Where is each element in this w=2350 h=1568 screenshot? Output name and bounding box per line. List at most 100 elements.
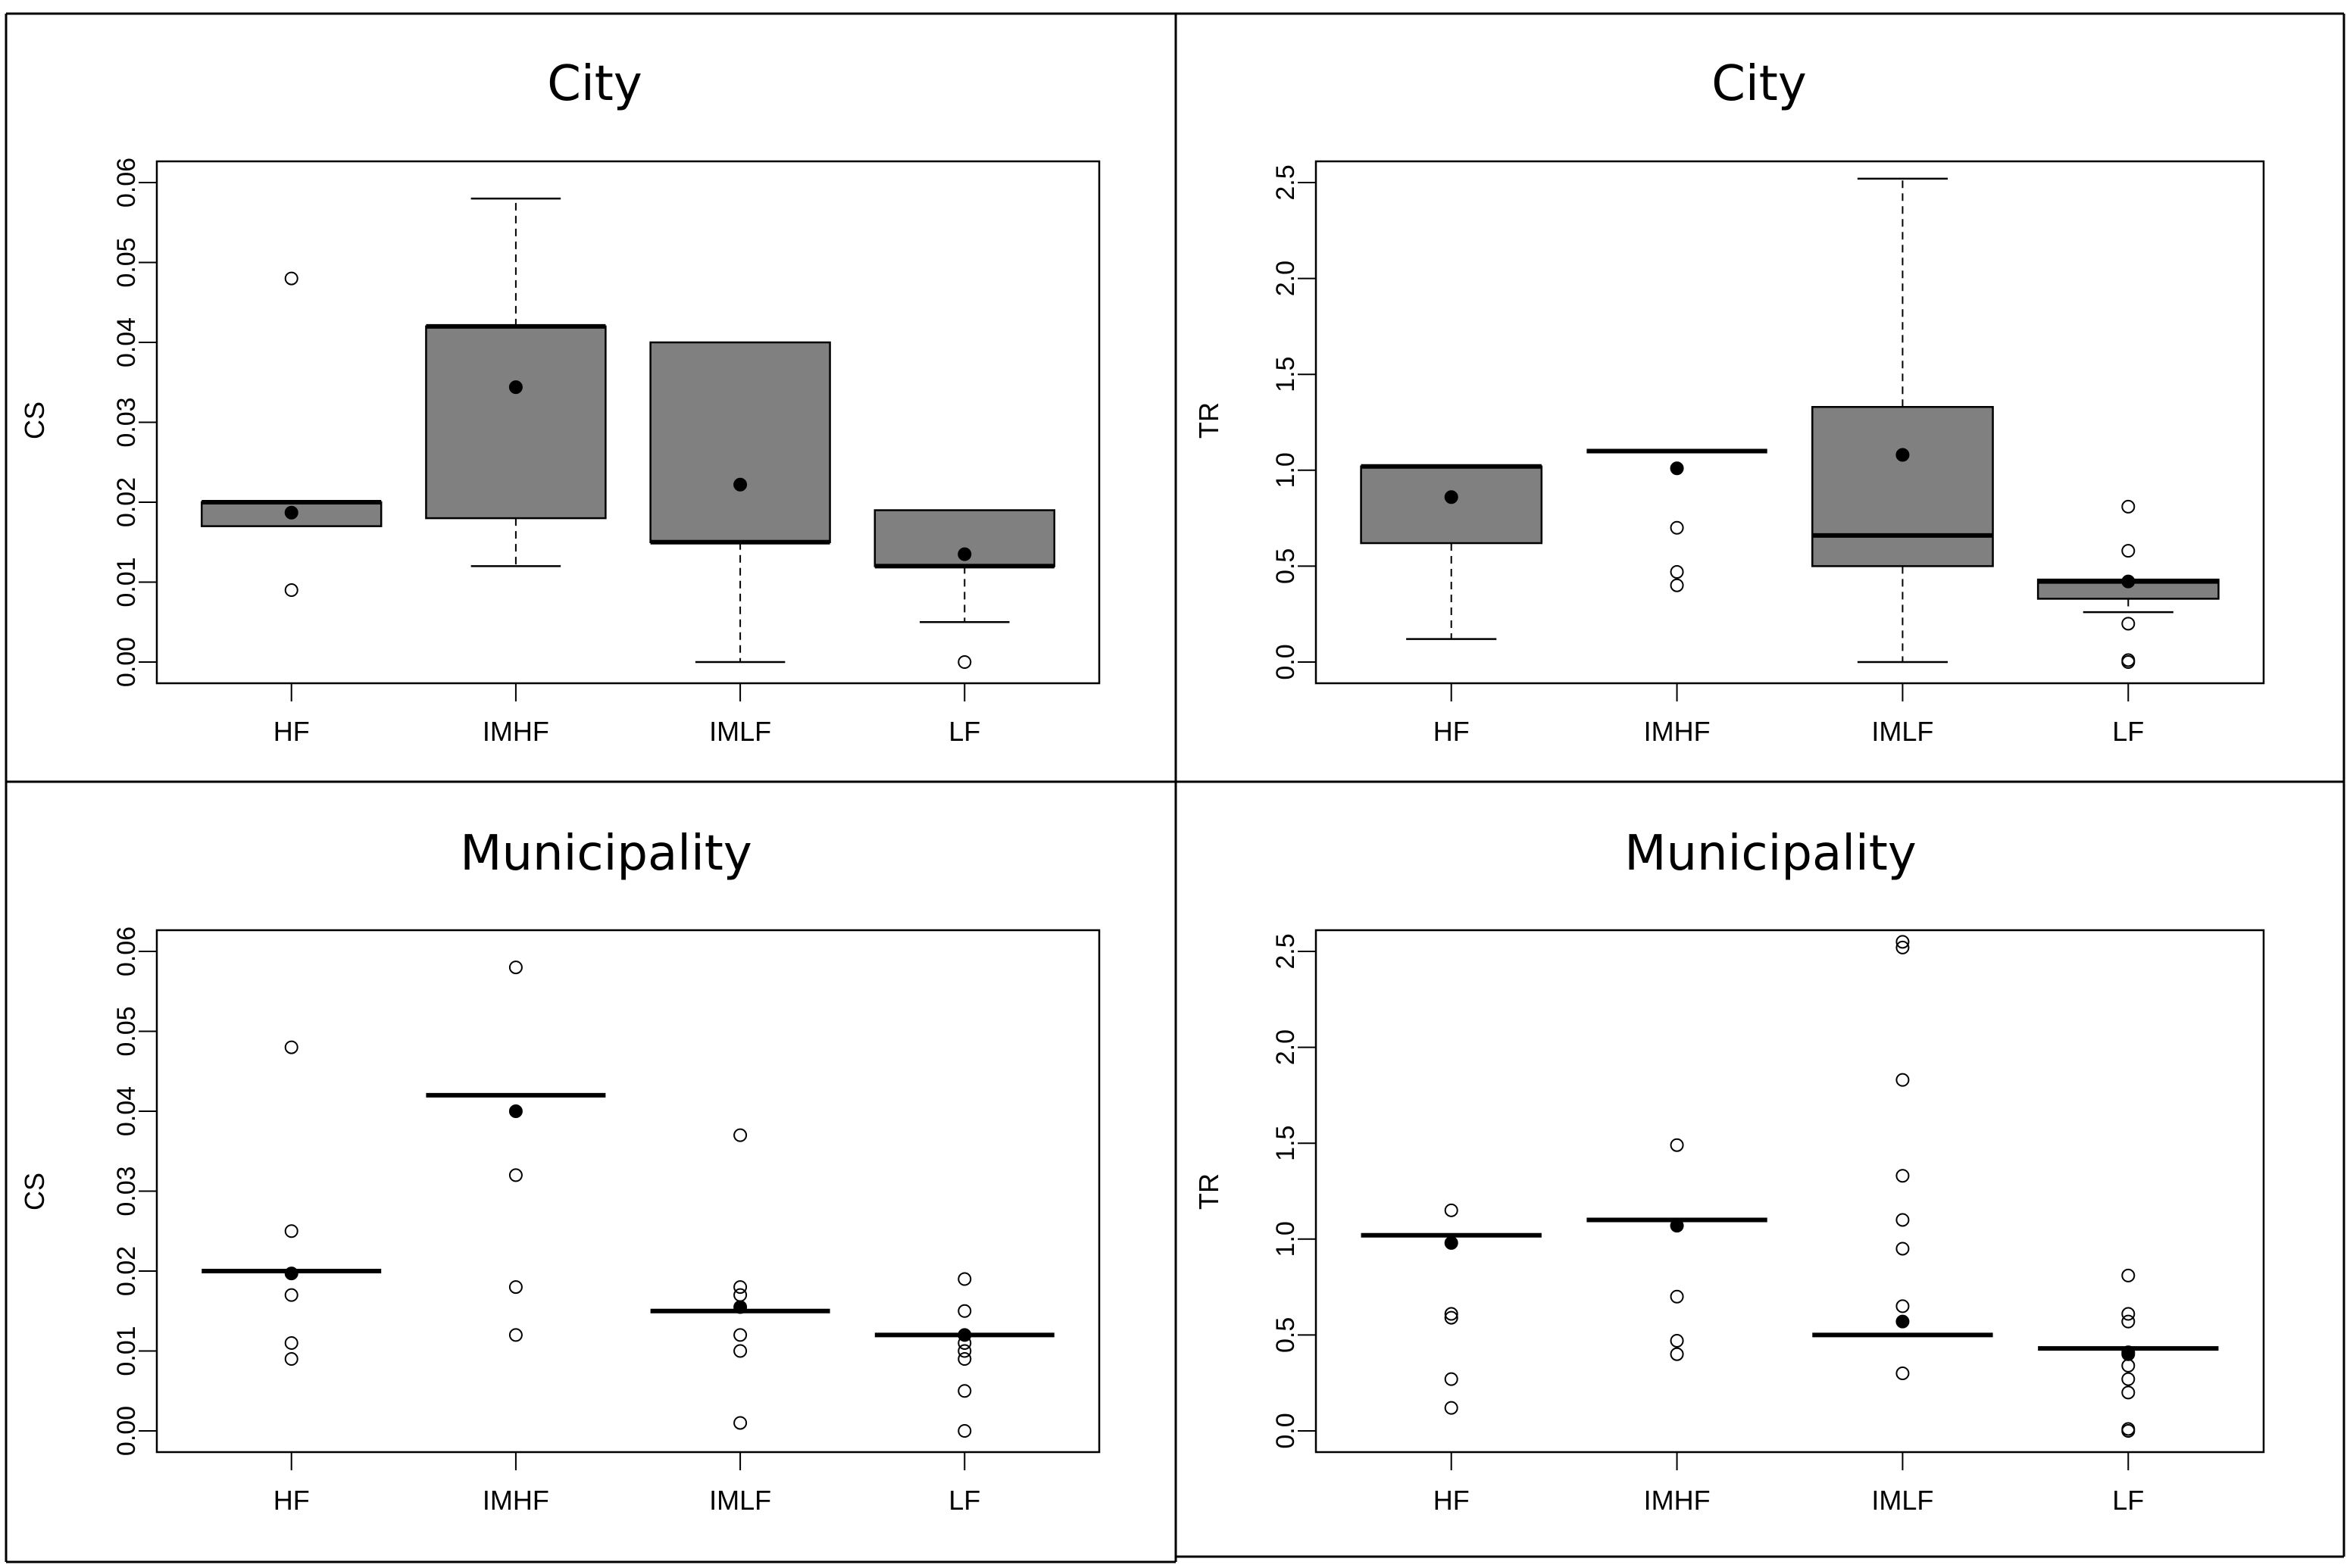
box-lf <box>874 1272 1055 1438</box>
y-tick-label: 0.03 <box>112 397 141 447</box>
x-tick-label: IMHF <box>483 716 549 747</box>
panel-city-tr: City TR 0.0 0.5 1.0 1.5 2.0 2.5 HF IMHF IMLF LF <box>1193 56 2265 747</box>
mean-point <box>733 477 748 492</box>
panel-municipality-tr: Municipality TR 0.0 0.5 1.0 1.5 2.0 2.5 HF IMHF… <box>1193 826 2265 1516</box>
box-lf <box>873 509 1056 669</box>
y-tick-label: 0.01 <box>112 1326 141 1376</box>
outlier-point <box>1444 1307 1458 1321</box>
y-tick-label: 0.06 <box>112 158 141 208</box>
mean-point <box>1670 1219 1684 1233</box>
outlier-point <box>1444 1203 1458 1217</box>
y-tick-label: 0.5 <box>1271 1317 1300 1353</box>
outlier-point <box>2121 1314 2136 1329</box>
panel-municipality-cs: Municipality CS 0.00 0.01 0.02 0.03 0.04 0.05… <box>19 826 1101 1516</box>
outlier-point <box>958 655 972 669</box>
mean-point <box>1444 490 1458 504</box>
box-iqr <box>1811 405 1994 567</box>
outlier-point <box>1895 1367 1910 1381</box>
panel-city-cs: City CS 0.00 0.01 0.02 0.03 0.04 0.05 0.06 HF IM… <box>19 56 1101 747</box>
y-tick-label: 1.0 <box>1271 452 1300 488</box>
outlier-point <box>1895 1169 1910 1183</box>
outlier-point <box>284 1224 298 1238</box>
outlier-point <box>1670 1333 1684 1348</box>
outlier-point <box>1670 1347 1684 1361</box>
mean-point <box>1895 448 1910 462</box>
outlier-point <box>1444 1310 1458 1325</box>
y-tick-label: 1.5 <box>1271 357 1300 392</box>
box-lf <box>2038 1268 2219 1438</box>
outlier-point <box>284 271 298 286</box>
outlier-point <box>1895 1299 1910 1313</box>
outlier-point <box>284 1288 298 1302</box>
x-tick-label: LF <box>2112 1485 2144 1516</box>
x-tick-label: IMLF <box>709 716 771 747</box>
outlier-point <box>2121 544 2136 558</box>
outlier-point <box>508 960 523 975</box>
outlier-point <box>733 1416 748 1430</box>
outlier-point <box>733 1328 748 1342</box>
outlier-point <box>1895 1213 1910 1227</box>
mean-point <box>958 1328 972 1342</box>
box-lf <box>2036 499 2220 669</box>
outlier-point <box>508 1280 523 1295</box>
x-tick-label: HF <box>1433 1485 1470 1516</box>
box-hf <box>1360 464 1543 640</box>
mean-point <box>1444 1235 1458 1250</box>
y-tick-label: 2.0 <box>1271 261 1300 296</box>
mean-point <box>733 1300 748 1314</box>
plot-area: 0.00 0.01 0.02 0.03 0.04 0.05 0.06 HF IMHF IMLF LF <box>112 926 1101 1516</box>
outlier-point <box>508 1328 523 1342</box>
x-tick-label: LF <box>2112 716 2144 747</box>
outlier-point <box>508 1168 523 1182</box>
box-imlf <box>1811 177 1994 664</box>
outlier-point <box>733 1280 748 1295</box>
outlier-point <box>2121 1424 2136 1438</box>
plot-area: 0.00 0.01 0.02 0.03 0.04 0.05 0.06 HF IMHF IMLF LF <box>112 158 1101 747</box>
box-imlf <box>649 341 831 664</box>
y-tick-label: 0.05 <box>112 1006 141 1056</box>
box-hf <box>200 271 383 598</box>
y-tick-label: 0.01 <box>112 557 141 607</box>
y-tick-label: 0.0 <box>1271 1413 1300 1448</box>
outlier-point <box>2121 1372 2136 1386</box>
mean-point <box>284 1267 298 1281</box>
x-tick-label: IMLF <box>1871 1485 1933 1516</box>
y-tick-label: 0.00 <box>112 637 141 687</box>
y-tick-label: 2.5 <box>1271 164 1300 200</box>
mean-point <box>508 1104 523 1118</box>
outlier-point <box>2121 1307 2136 1321</box>
x-tick-label: LF <box>948 716 980 747</box>
y-tick-label: 2.5 <box>1271 933 1300 969</box>
x-tick-label: HF <box>1433 716 1470 747</box>
outlier-point <box>1670 1289 1684 1304</box>
outlier-point <box>1444 1401 1458 1415</box>
outlier-point <box>958 1352 972 1367</box>
outlier-point <box>1444 1372 1458 1386</box>
outlier-point <box>958 1424 972 1438</box>
panel-title: Municipality <box>1624 826 1916 882</box>
outlier-point <box>1895 1242 1910 1256</box>
outlier-point <box>733 1344 748 1358</box>
outlier-point <box>2121 1268 2136 1282</box>
mean-point <box>1895 1314 1910 1329</box>
outlier-point <box>284 583 298 598</box>
mean-point <box>958 547 972 561</box>
box-imhf <box>1586 448 1767 592</box>
y-tick-label: 0.00 <box>112 1406 141 1456</box>
outlier-point <box>284 1352 298 1367</box>
x-tick-label: IMHF <box>1644 1485 1711 1516</box>
y-axis-label: TR <box>1193 1173 1224 1210</box>
y-tick-label: 0.06 <box>112 926 141 976</box>
mean-point <box>284 505 298 520</box>
x-tick-label: LF <box>948 1485 980 1516</box>
y-tick-label: 0.02 <box>112 477 141 527</box>
outlier-point <box>2121 1385 2136 1400</box>
y-tick-label: 0.5 <box>1271 548 1300 584</box>
outlier-point <box>1895 1073 1910 1087</box>
y-tick-label: 0.05 <box>112 237 141 287</box>
outlier-point <box>733 1128 748 1142</box>
x-tick-label: HF <box>273 1485 310 1516</box>
box-imhf <box>426 960 606 1342</box>
y-tick-label: 1.0 <box>1271 1221 1300 1257</box>
